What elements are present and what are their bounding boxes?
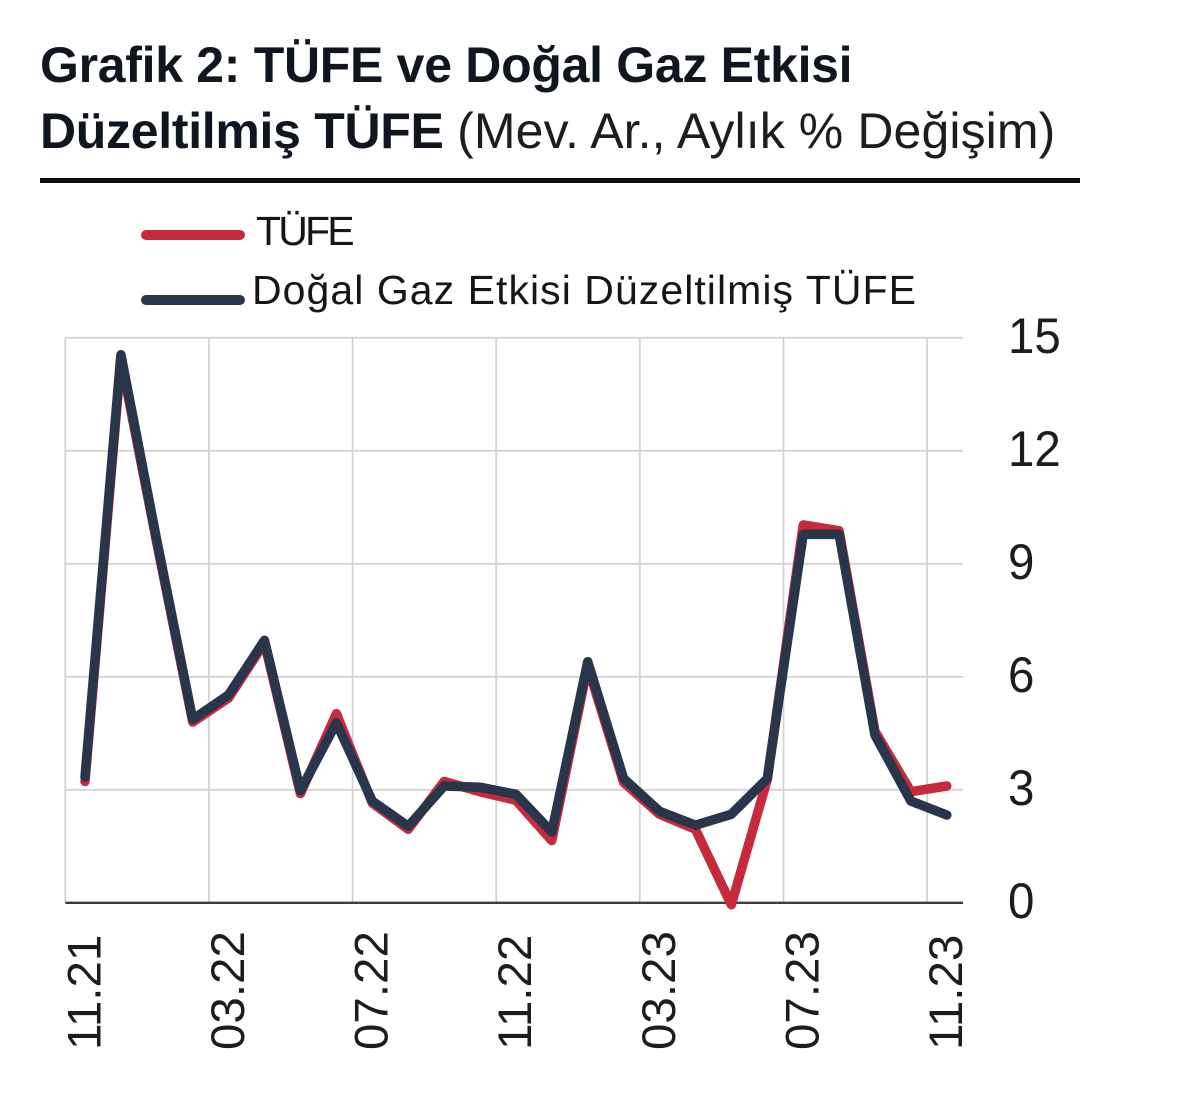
svg-text:11.22: 11.22 (489, 935, 542, 1050)
svg-text:07.23: 07.23 (776, 931, 829, 1050)
svg-text:11.23: 11.23 (920, 935, 973, 1050)
svg-text:9: 9 (1008, 535, 1034, 590)
svg-text:15: 15 (1008, 309, 1061, 364)
svg-text:0: 0 (1008, 874, 1034, 929)
svg-text:07.22: 07.22 (346, 931, 399, 1050)
svg-text:12: 12 (1008, 422, 1061, 477)
svg-text:03.23: 03.23 (633, 931, 686, 1050)
svg-text:6: 6 (1008, 648, 1034, 703)
svg-text:03.22: 03.22 (202, 931, 255, 1050)
svg-text:11.21: 11.21 (58, 935, 111, 1050)
svg-text:3: 3 (1008, 761, 1034, 816)
